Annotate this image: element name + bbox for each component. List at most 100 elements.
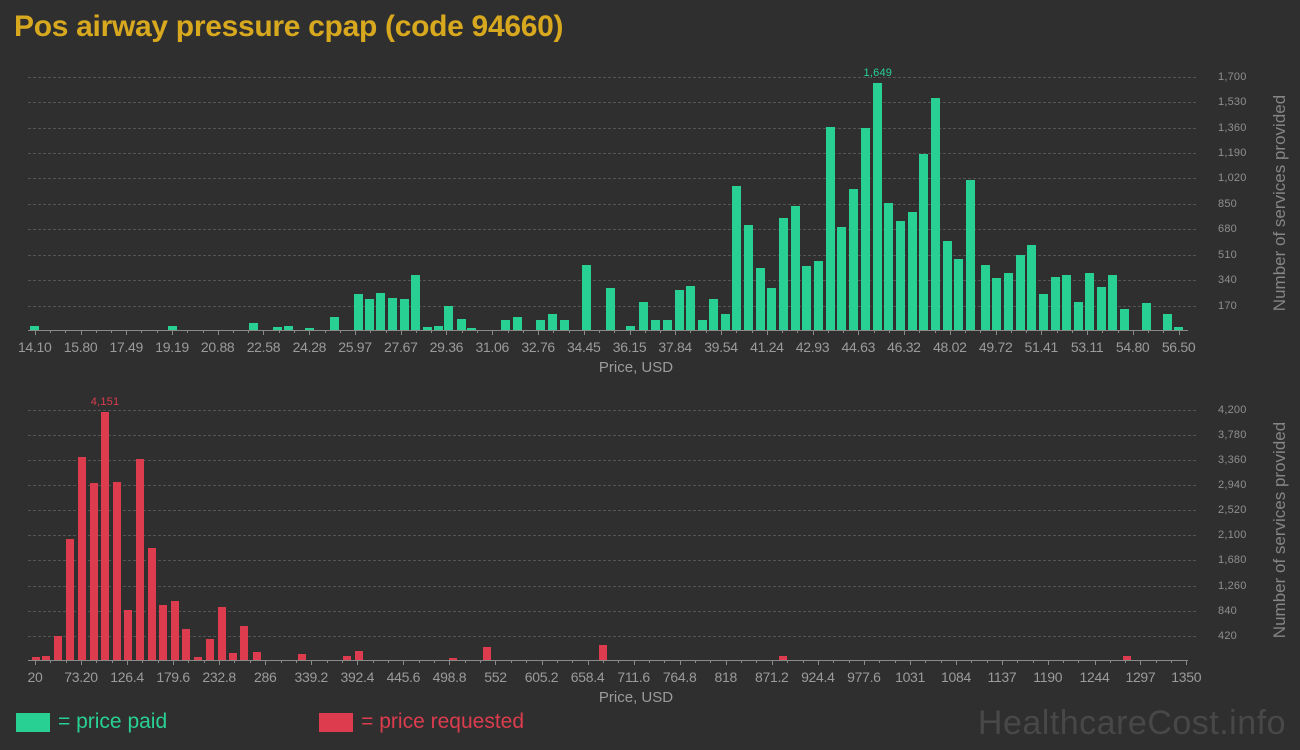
histogram-bar[interactable] bbox=[167, 325, 177, 330]
histogram-bar[interactable] bbox=[1097, 286, 1107, 330]
histogram-bar[interactable] bbox=[1174, 327, 1184, 330]
histogram-bar[interactable] bbox=[205, 638, 214, 660]
histogram-bar[interactable] bbox=[896, 220, 906, 330]
histogram-bar[interactable] bbox=[1122, 655, 1131, 660]
histogram-bar[interactable] bbox=[147, 548, 156, 660]
histogram-bar[interactable] bbox=[1051, 276, 1061, 330]
histogram-bar[interactable] bbox=[193, 657, 202, 660]
histogram-bar[interactable] bbox=[720, 314, 730, 330]
histogram-bar[interactable] bbox=[1074, 301, 1084, 330]
histogram-bar[interactable] bbox=[884, 202, 894, 330]
histogram-bar[interactable] bbox=[790, 205, 800, 330]
histogram-bar[interactable] bbox=[124, 610, 133, 660]
histogram-bar[interactable] bbox=[273, 327, 283, 330]
histogram-bar[interactable] bbox=[1120, 309, 1130, 330]
histogram-bar[interactable] bbox=[1027, 244, 1037, 330]
histogram-bar[interactable] bbox=[826, 126, 836, 330]
histogram-bar[interactable] bbox=[252, 651, 261, 660]
histogram-bar[interactable] bbox=[113, 481, 122, 660]
histogram-bar[interactable] bbox=[433, 325, 443, 330]
histogram-bar[interactable] bbox=[981, 264, 991, 330]
histogram-bar[interactable] bbox=[89, 482, 98, 660]
histogram-bar[interactable] bbox=[101, 411, 110, 660]
histogram-bar[interactable] bbox=[560, 319, 570, 330]
histogram-bar[interactable] bbox=[836, 226, 846, 330]
histogram-bar[interactable] bbox=[353, 294, 363, 330]
histogram-bar[interactable] bbox=[801, 266, 811, 330]
histogram-bar[interactable] bbox=[966, 180, 976, 330]
histogram-bar[interactable] bbox=[908, 211, 918, 330]
histogram-bar[interactable] bbox=[54, 636, 63, 660]
histogram-bar[interactable] bbox=[755, 267, 765, 330]
histogram-bar[interactable] bbox=[626, 326, 636, 330]
histogram-bar[interactable] bbox=[305, 328, 315, 330]
histogram-bar[interactable] bbox=[482, 647, 491, 660]
histogram-bar[interactable] bbox=[135, 458, 144, 660]
histogram-bar[interactable] bbox=[248, 322, 258, 330]
histogram-bar[interactable] bbox=[31, 657, 40, 660]
histogram-bar[interactable] bbox=[171, 601, 180, 660]
histogram-bar[interactable] bbox=[444, 306, 454, 330]
histogram-bar[interactable] bbox=[283, 325, 293, 330]
histogram-bar[interactable] bbox=[662, 319, 672, 330]
histogram-bar[interactable] bbox=[217, 606, 226, 660]
histogram-bar[interactable] bbox=[731, 185, 741, 330]
histogram-bar[interactable] bbox=[606, 288, 616, 330]
histogram-bar[interactable] bbox=[229, 653, 238, 660]
histogram-bar[interactable] bbox=[467, 328, 477, 330]
histogram-bar[interactable] bbox=[1039, 294, 1049, 330]
histogram-bar[interactable] bbox=[954, 259, 964, 330]
histogram-bar[interactable] bbox=[697, 319, 707, 330]
histogram-bar[interactable] bbox=[708, 298, 718, 330]
histogram-bar[interactable] bbox=[329, 317, 339, 330]
histogram-bar[interactable] bbox=[410, 274, 420, 330]
histogram-bar[interactable] bbox=[848, 189, 858, 330]
histogram-bar[interactable] bbox=[766, 288, 776, 330]
histogram-bar[interactable] bbox=[240, 625, 249, 660]
histogram-bar[interactable] bbox=[77, 456, 86, 660]
histogram-bar[interactable] bbox=[449, 657, 458, 660]
histogram-bar[interactable] bbox=[1107, 275, 1117, 330]
histogram-bar[interactable] bbox=[536, 319, 546, 330]
x-tick-mark bbox=[217, 330, 219, 335]
histogram-bar[interactable] bbox=[598, 645, 607, 660]
histogram-bar[interactable] bbox=[1004, 273, 1014, 330]
histogram-bar[interactable] bbox=[375, 292, 385, 330]
histogram-bar[interactable] bbox=[991, 277, 1001, 330]
histogram-bar[interactable] bbox=[30, 326, 40, 330]
histogram-bar[interactable] bbox=[638, 301, 648, 330]
histogram-bar[interactable] bbox=[364, 298, 374, 330]
histogram-bar[interactable] bbox=[66, 538, 75, 660]
histogram-bar[interactable] bbox=[931, 98, 941, 330]
histogram-bar[interactable] bbox=[873, 83, 883, 330]
histogram-bar[interactable] bbox=[387, 297, 397, 330]
histogram-bar[interactable] bbox=[500, 320, 510, 330]
histogram-bar[interactable] bbox=[548, 314, 558, 330]
histogram-bar[interactable] bbox=[674, 290, 684, 330]
histogram-bar[interactable] bbox=[778, 217, 788, 330]
histogram-bar[interactable] bbox=[743, 225, 753, 330]
histogram-bar[interactable] bbox=[456, 318, 466, 330]
histogram-bar[interactable] bbox=[297, 654, 306, 660]
histogram-bar[interactable] bbox=[513, 317, 523, 330]
histogram-bar[interactable] bbox=[685, 285, 695, 330]
histogram-bar[interactable] bbox=[1016, 254, 1026, 330]
histogram-bar[interactable] bbox=[1141, 303, 1151, 330]
histogram-bar[interactable] bbox=[581, 264, 591, 330]
histogram-bar[interactable] bbox=[813, 261, 823, 330]
histogram-bar[interactable] bbox=[778, 655, 787, 660]
histogram-bar[interactable] bbox=[1085, 273, 1095, 330]
histogram-bar[interactable] bbox=[919, 154, 929, 330]
histogram-bar[interactable] bbox=[399, 299, 409, 330]
histogram-bar[interactable] bbox=[42, 655, 51, 660]
histogram-bar[interactable] bbox=[943, 241, 953, 330]
histogram-bar[interactable] bbox=[354, 651, 363, 660]
histogram-bar[interactable] bbox=[1163, 314, 1173, 330]
histogram-bar[interactable] bbox=[343, 655, 352, 660]
histogram-bar[interactable] bbox=[1062, 275, 1072, 330]
histogram-bar[interactable] bbox=[159, 604, 168, 660]
histogram-bar[interactable] bbox=[182, 628, 191, 660]
histogram-bar[interactable] bbox=[861, 128, 871, 330]
histogram-bar[interactable] bbox=[650, 319, 660, 330]
histogram-bar[interactable] bbox=[422, 327, 432, 330]
